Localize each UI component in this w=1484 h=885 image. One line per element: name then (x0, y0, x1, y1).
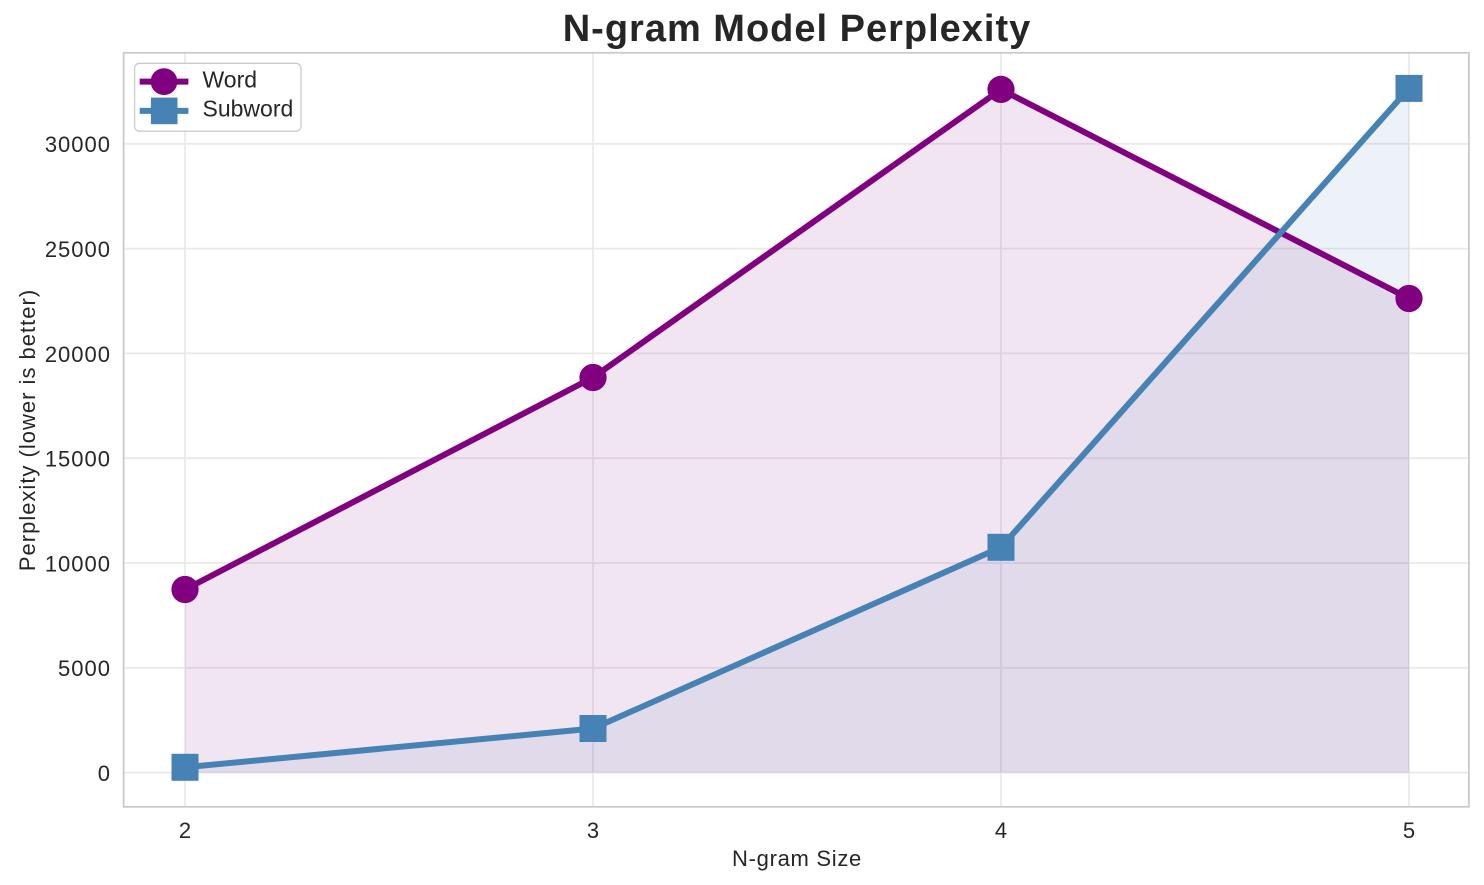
svg-text:20000: 20000 (45, 342, 111, 367)
svg-text:5: 5 (1403, 818, 1415, 843)
svg-text:N-gram Model Perplexity: N-gram Model Perplexity (563, 8, 1032, 50)
svg-text:30000: 30000 (45, 132, 111, 157)
svg-text:25000: 25000 (45, 237, 111, 262)
svg-text:0: 0 (98, 761, 111, 786)
svg-text:2: 2 (179, 818, 191, 843)
svg-text:4: 4 (995, 818, 1007, 843)
svg-text:N-gram Size: N-gram Size (732, 846, 862, 871)
svg-text:Word: Word (203, 66, 258, 92)
svg-text:Perplexity (lower is better): Perplexity (lower is better) (15, 289, 40, 571)
svg-text:Subword: Subword (203, 96, 294, 122)
svg-text:10000: 10000 (45, 551, 111, 576)
svg-text:3: 3 (587, 818, 599, 843)
svg-text:15000: 15000 (45, 447, 111, 472)
svg-text:5000: 5000 (58, 656, 111, 681)
